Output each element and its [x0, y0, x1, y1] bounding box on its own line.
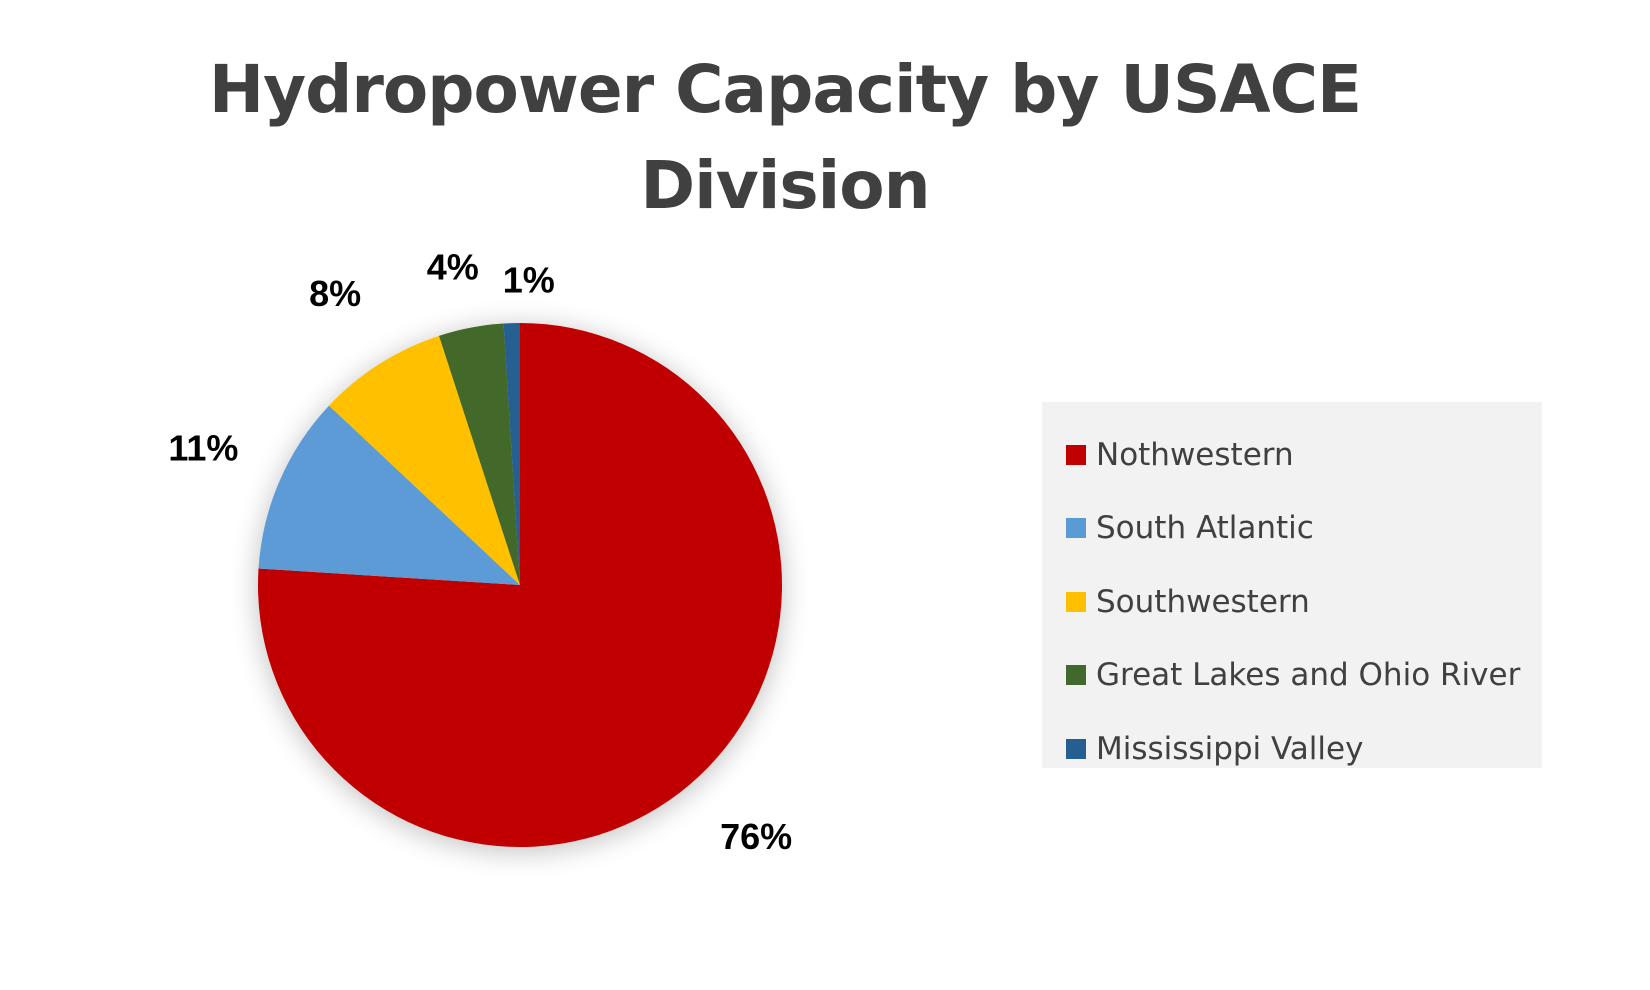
pie-slices — [257, 323, 783, 847]
legend-swatch — [1066, 444, 1086, 465]
legend-swatch — [1066, 518, 1086, 539]
pie-label-mississippi-valley: 1% — [503, 260, 555, 301]
pie-label-south-atlantic: 11% — [168, 427, 238, 468]
legend-label: Nothwestern — [1096, 436, 1294, 473]
pie-label-great-lakes-and-ohio-river: 4% — [427, 247, 479, 288]
legend: Nothwestern South Atlantic Southwestern Gre… — [1042, 402, 1542, 768]
legend-item-south-atlantic: South Atlantic — [1066, 492, 1542, 566]
pie-slice-south-atlantic — [258, 405, 520, 585]
pie-data-labels: 76% 11% 8% 4% 1% — [168, 247, 792, 857]
pie-slice-great-lakes-and-ohio-river — [439, 323, 520, 585]
pie-label-nothwestern: 76% — [720, 816, 792, 857]
legend-label: Mississippi Valley — [1096, 730, 1364, 767]
chart-title: Hydropower Capacity by USACE Division — [0, 42, 1570, 234]
legend-swatch — [1066, 591, 1086, 612]
legend-swatch — [1066, 738, 1086, 759]
legend-item-nothwestern: Nothwestern — [1066, 418, 1542, 492]
chart-title-line-1: Hydropower Capacity by USACE — [208, 51, 1362, 128]
pie-slice-southwestern — [329, 335, 520, 585]
legend-label: Great Lakes and Ohio River — [1096, 657, 1521, 694]
legend-item-southwestern: Southwestern — [1066, 565, 1542, 639]
pie-label-southwestern: 8% — [309, 273, 361, 314]
pie-slice-mississippi-valley — [503, 323, 520, 585]
legend-item-great-lakes-and-ohio-river: Great Lakes and Ohio River — [1066, 639, 1542, 713]
legend-label: South Atlantic — [1096, 510, 1314, 547]
legend-item-mississippi-valley: Mississippi Valley — [1066, 712, 1542, 786]
chart-title-line-2: Division — [640, 147, 930, 224]
legend-label: Southwestern — [1096, 583, 1310, 620]
legend-swatch — [1066, 665, 1086, 686]
